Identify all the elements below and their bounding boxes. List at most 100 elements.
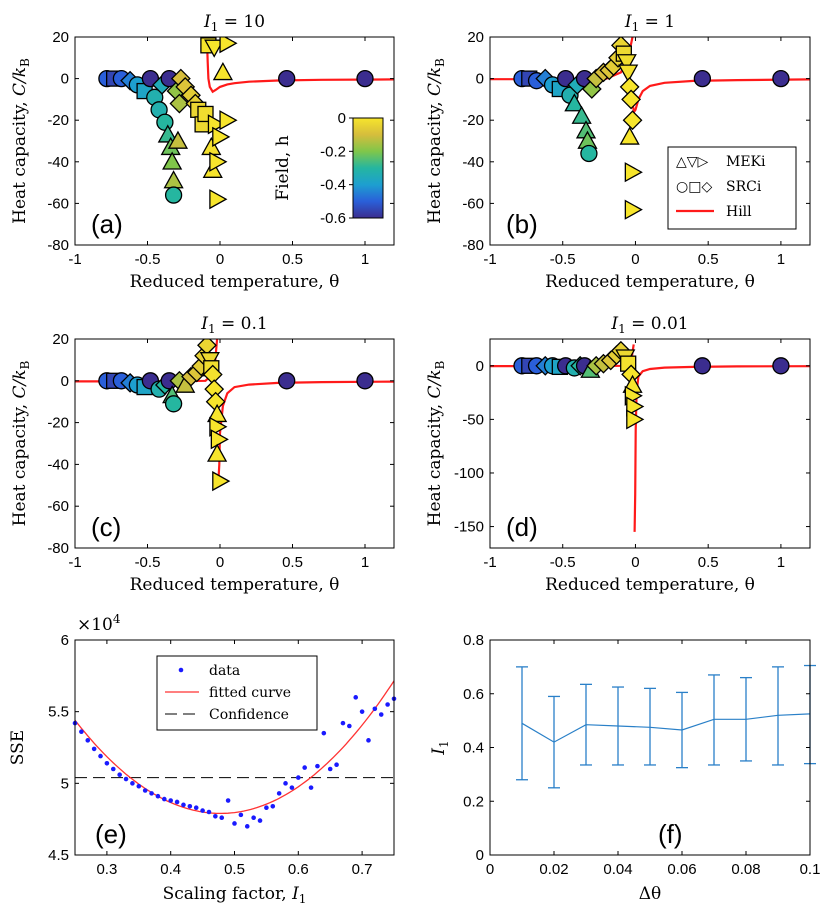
y-axis-label: Heat capacity, C/kB: [425, 58, 447, 224]
data-point: [136, 783, 142, 789]
data-point-triangle-up: [619, 126, 640, 145]
colorbar-label: Field, h: [273, 135, 293, 200]
colorbar-tick-label: -0.4: [320, 177, 346, 194]
data-point: [264, 805, 269, 810]
legend: data fitted curve Confidence: [156, 655, 318, 731]
data-point-triangle-up: [206, 443, 228, 462]
title-symbol: I: [200, 314, 208, 334]
legend: △▽▷ MEKi ○□◇ SRCi Hill: [667, 146, 797, 230]
exponent-base: ×10: [77, 615, 113, 635]
y-tick-label: 0: [476, 847, 484, 864]
x-tick-label: -1: [68, 251, 81, 268]
x-tick-label: 0.04: [603, 861, 632, 878]
data-point-triangle-down: [204, 39, 225, 58]
plot-frame: [489, 338, 811, 549]
y-tick-label: 0.8: [463, 632, 484, 649]
data-point: [308, 785, 314, 790]
title-value: = 0.1: [216, 314, 268, 334]
y-label-subscript: 1: [437, 740, 451, 748]
data-point: [130, 781, 135, 786]
legend-label: fitted curve: [209, 685, 291, 701]
title-subscript: 1: [632, 20, 640, 34]
data-point: [327, 766, 333, 772]
y-tick-label: -60: [47, 195, 69, 212]
y-tick-label: 0.4: [463, 740, 484, 757]
y-tick-label: 20: [52, 331, 69, 348]
x-tick-label: 0.08: [731, 861, 760, 878]
y-tick-label: 0.6: [463, 686, 484, 703]
y-axis-label: SSE: [8, 730, 28, 765]
panel-label: (a): [91, 209, 123, 239]
plot-area: [490, 37, 810, 220]
colorbar-tick-label: 0: [338, 110, 346, 127]
title-subscript: 1: [208, 322, 216, 336]
title-subscript: 1: [618, 322, 626, 336]
data-point: [149, 791, 154, 796]
x-tick-label: 0: [631, 251, 639, 268]
x-tick-label: -0.5: [135, 554, 161, 571]
data-point: [200, 808, 205, 813]
y-label-main: Heat capacity,: [425, 399, 445, 527]
y-label-subscript: B: [18, 360, 32, 369]
title-symbol: I: [203, 12, 211, 32]
data-point: [385, 702, 390, 707]
data-point-triangle-right: [624, 162, 643, 183]
data-point-triangle-up: [564, 93, 585, 112]
data-point: [98, 753, 103, 759]
data-point: [174, 799, 180, 805]
legend-label: SRCi: [726, 179, 762, 195]
chart-panel-e: 0.3 0.4 0.5 0.6 0.7 4.5 5 5.5 6 ×104 Scaling facto…: [8, 612, 397, 906]
x-tick-label: 0.7: [352, 861, 373, 878]
data-point: [110, 766, 116, 772]
data-point: [155, 793, 161, 799]
y-tick-label: -40: [47, 456, 69, 473]
x-axis-label: Scaling factor, I1: [163, 884, 307, 906]
data-point: [244, 824, 250, 829]
y-axis-label: Heat capacity, C/kB: [10, 58, 32, 224]
title-value: = 10: [218, 12, 265, 32]
y-label-symbol: C/k: [10, 67, 30, 96]
x-label-symbol: I: [291, 884, 299, 904]
data-point: [289, 785, 295, 790]
data-point-circle: [156, 113, 174, 131]
y-tick-label: 20: [52, 29, 69, 46]
y-tick-label: -40: [47, 154, 69, 171]
panel-label: (c): [91, 512, 121, 542]
chart-title: I1 = 10: [203, 12, 265, 34]
chart-title: I1 = 1: [624, 12, 675, 34]
data-point: [181, 802, 186, 808]
x-label-subscript: 1: [299, 892, 307, 906]
title-symbol: I: [624, 12, 632, 32]
y-label-symbol: C/k: [425, 67, 445, 96]
exponent-power: 4: [113, 612, 121, 626]
data-point-triangle-right: [212, 126, 231, 147]
mean-line: [521, 713, 811, 743]
x-tick-label: -1: [483, 554, 496, 571]
plot-area: [490, 340, 810, 532]
data-point-circle: [356, 69, 374, 88]
y-tick-label: 0: [61, 71, 69, 88]
legend-box: [667, 146, 797, 230]
data-point-diamond: [622, 110, 643, 131]
x-tick-label: 0.5: [282, 554, 303, 571]
data-point: [142, 788, 148, 793]
data-point: [315, 763, 320, 769]
y-tick-label: -150: [454, 519, 484, 536]
y-tick-label: 4.5: [48, 847, 69, 864]
y-tick-label: -40: [462, 154, 484, 171]
x-tick-label: -1: [483, 251, 496, 268]
data-point-triangle-up: [571, 105, 592, 124]
data-point: [340, 720, 346, 726]
legend-marker-glyphs: ○□◇: [676, 179, 712, 195]
x-tick-label: 0.5: [698, 554, 719, 571]
data-point: [353, 695, 359, 700]
data-point: [91, 746, 97, 752]
legend-label: MEKi: [726, 154, 766, 170]
x-tick-label: -1: [68, 554, 81, 571]
data-point: [225, 798, 231, 803]
y-tick-label: 0: [476, 71, 484, 88]
plot-area: [98, 37, 394, 210]
y-tick-label: -20: [462, 112, 484, 129]
